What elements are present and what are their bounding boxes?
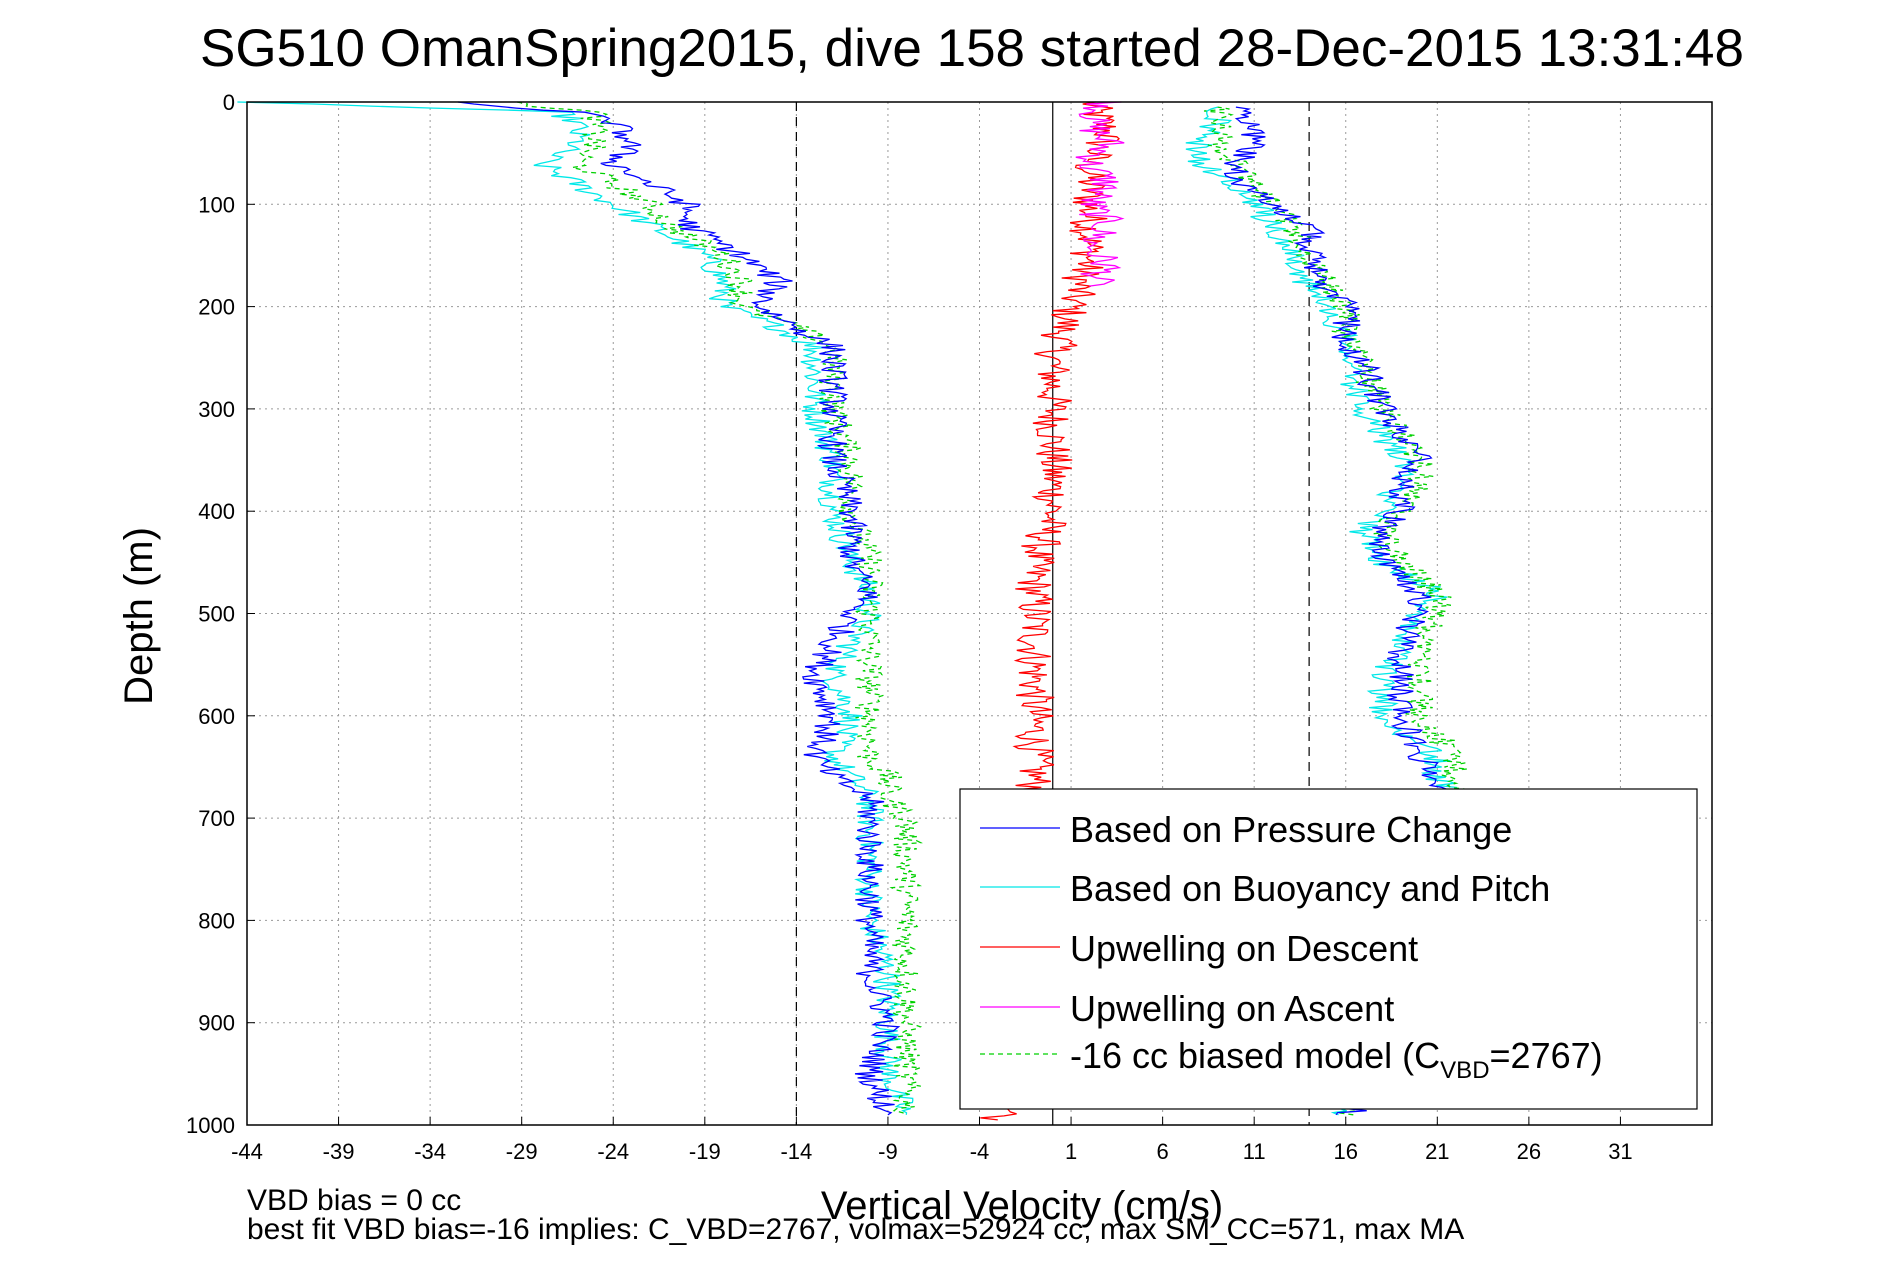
- y-tick-label: 300: [198, 397, 235, 422]
- legend-label-main: -16 cc biased model (C: [1070, 1035, 1440, 1076]
- y-tick-label: 800: [198, 908, 235, 933]
- series-line-0-descent: [457, 101, 901, 1116]
- x-tick-label: 1: [1065, 1139, 1077, 1164]
- series-line-3: [1075, 101, 1125, 287]
- legend-label-subscript: VBD: [1440, 1057, 1489, 1084]
- legend-label: Upwelling on Descent: [1070, 928, 1418, 969]
- x-tick-label: 11: [1243, 1139, 1266, 1164]
- x-tick-label: -39: [323, 1139, 355, 1164]
- legend-label: -16 cc biased model (CVBD=2767): [1070, 1035, 1603, 1084]
- y-tick-label: 100: [198, 192, 235, 217]
- x-tick-label: -4: [970, 1139, 990, 1164]
- x-axis-label: Vertical Velocity (cm/s): [821, 1184, 1223, 1228]
- series-line-4-descent: [516, 101, 923, 1116]
- x-tick-label: -29: [506, 1139, 538, 1164]
- legend-label: Based on Buoyancy and Pitch: [1070, 868, 1550, 909]
- x-tick-label: 31: [1608, 1139, 1632, 1164]
- x-tick-label: 26: [1517, 1139, 1541, 1164]
- y-tick-label: 400: [198, 499, 235, 524]
- series-line-4-ascent: [1203, 106, 1473, 1116]
- y-tick-label: 700: [198, 806, 235, 831]
- y-tick-label: 200: [198, 295, 235, 320]
- series-line-1-descent: [237, 101, 914, 1115]
- y-tick-label: 500: [198, 602, 235, 627]
- y-tick-label: 600: [198, 704, 235, 729]
- x-tick-label: 16: [1334, 1139, 1358, 1164]
- x-tick-label: -24: [597, 1139, 629, 1164]
- x-tick-label: 21: [1425, 1139, 1449, 1164]
- x-tick-label: 6: [1157, 1139, 1169, 1164]
- legend-entries: Based on Pressure Change Based on Buoyanc…: [980, 809, 1603, 1084]
- legend-box: [959, 788, 1698, 1110]
- ticks: -44 -39 -34 -29 -24 -19 -14 -9 -4 1 6 11 16 21 26 31010…: [186, 90, 1633, 1164]
- y-axis-label: Depth (m): [117, 527, 161, 705]
- x-tick-label: -19: [689, 1139, 721, 1164]
- vbd-bias-note: VBD bias = 0 cc: [247, 1184, 461, 1217]
- legend-label-tail: =2767): [1490, 1035, 1603, 1076]
- y-tick-label: 900: [198, 1011, 235, 1036]
- legend-label: Upwelling on Ascent: [1070, 988, 1394, 1029]
- legend: Based on Pressure Change Based on Buoyanc…: [959, 788, 1698, 1110]
- x-tick-label: -9: [878, 1139, 898, 1164]
- y-tick-label: 1000: [186, 1113, 235, 1138]
- legend-label: Based on Pressure Change: [1070, 809, 1512, 850]
- x-tick-label: -14: [780, 1139, 812, 1164]
- chart-title: SG510 OmanSpring2015, dive 158 started 2…: [200, 19, 1744, 78]
- x-tick-label: -34: [414, 1139, 446, 1164]
- y-tick-label: 0: [223, 90, 235, 115]
- best-fit-note: best fit VBD bias=-16 implies: C_VBD=276…: [247, 1213, 1464, 1246]
- x-tick-label: -44: [231, 1139, 263, 1164]
